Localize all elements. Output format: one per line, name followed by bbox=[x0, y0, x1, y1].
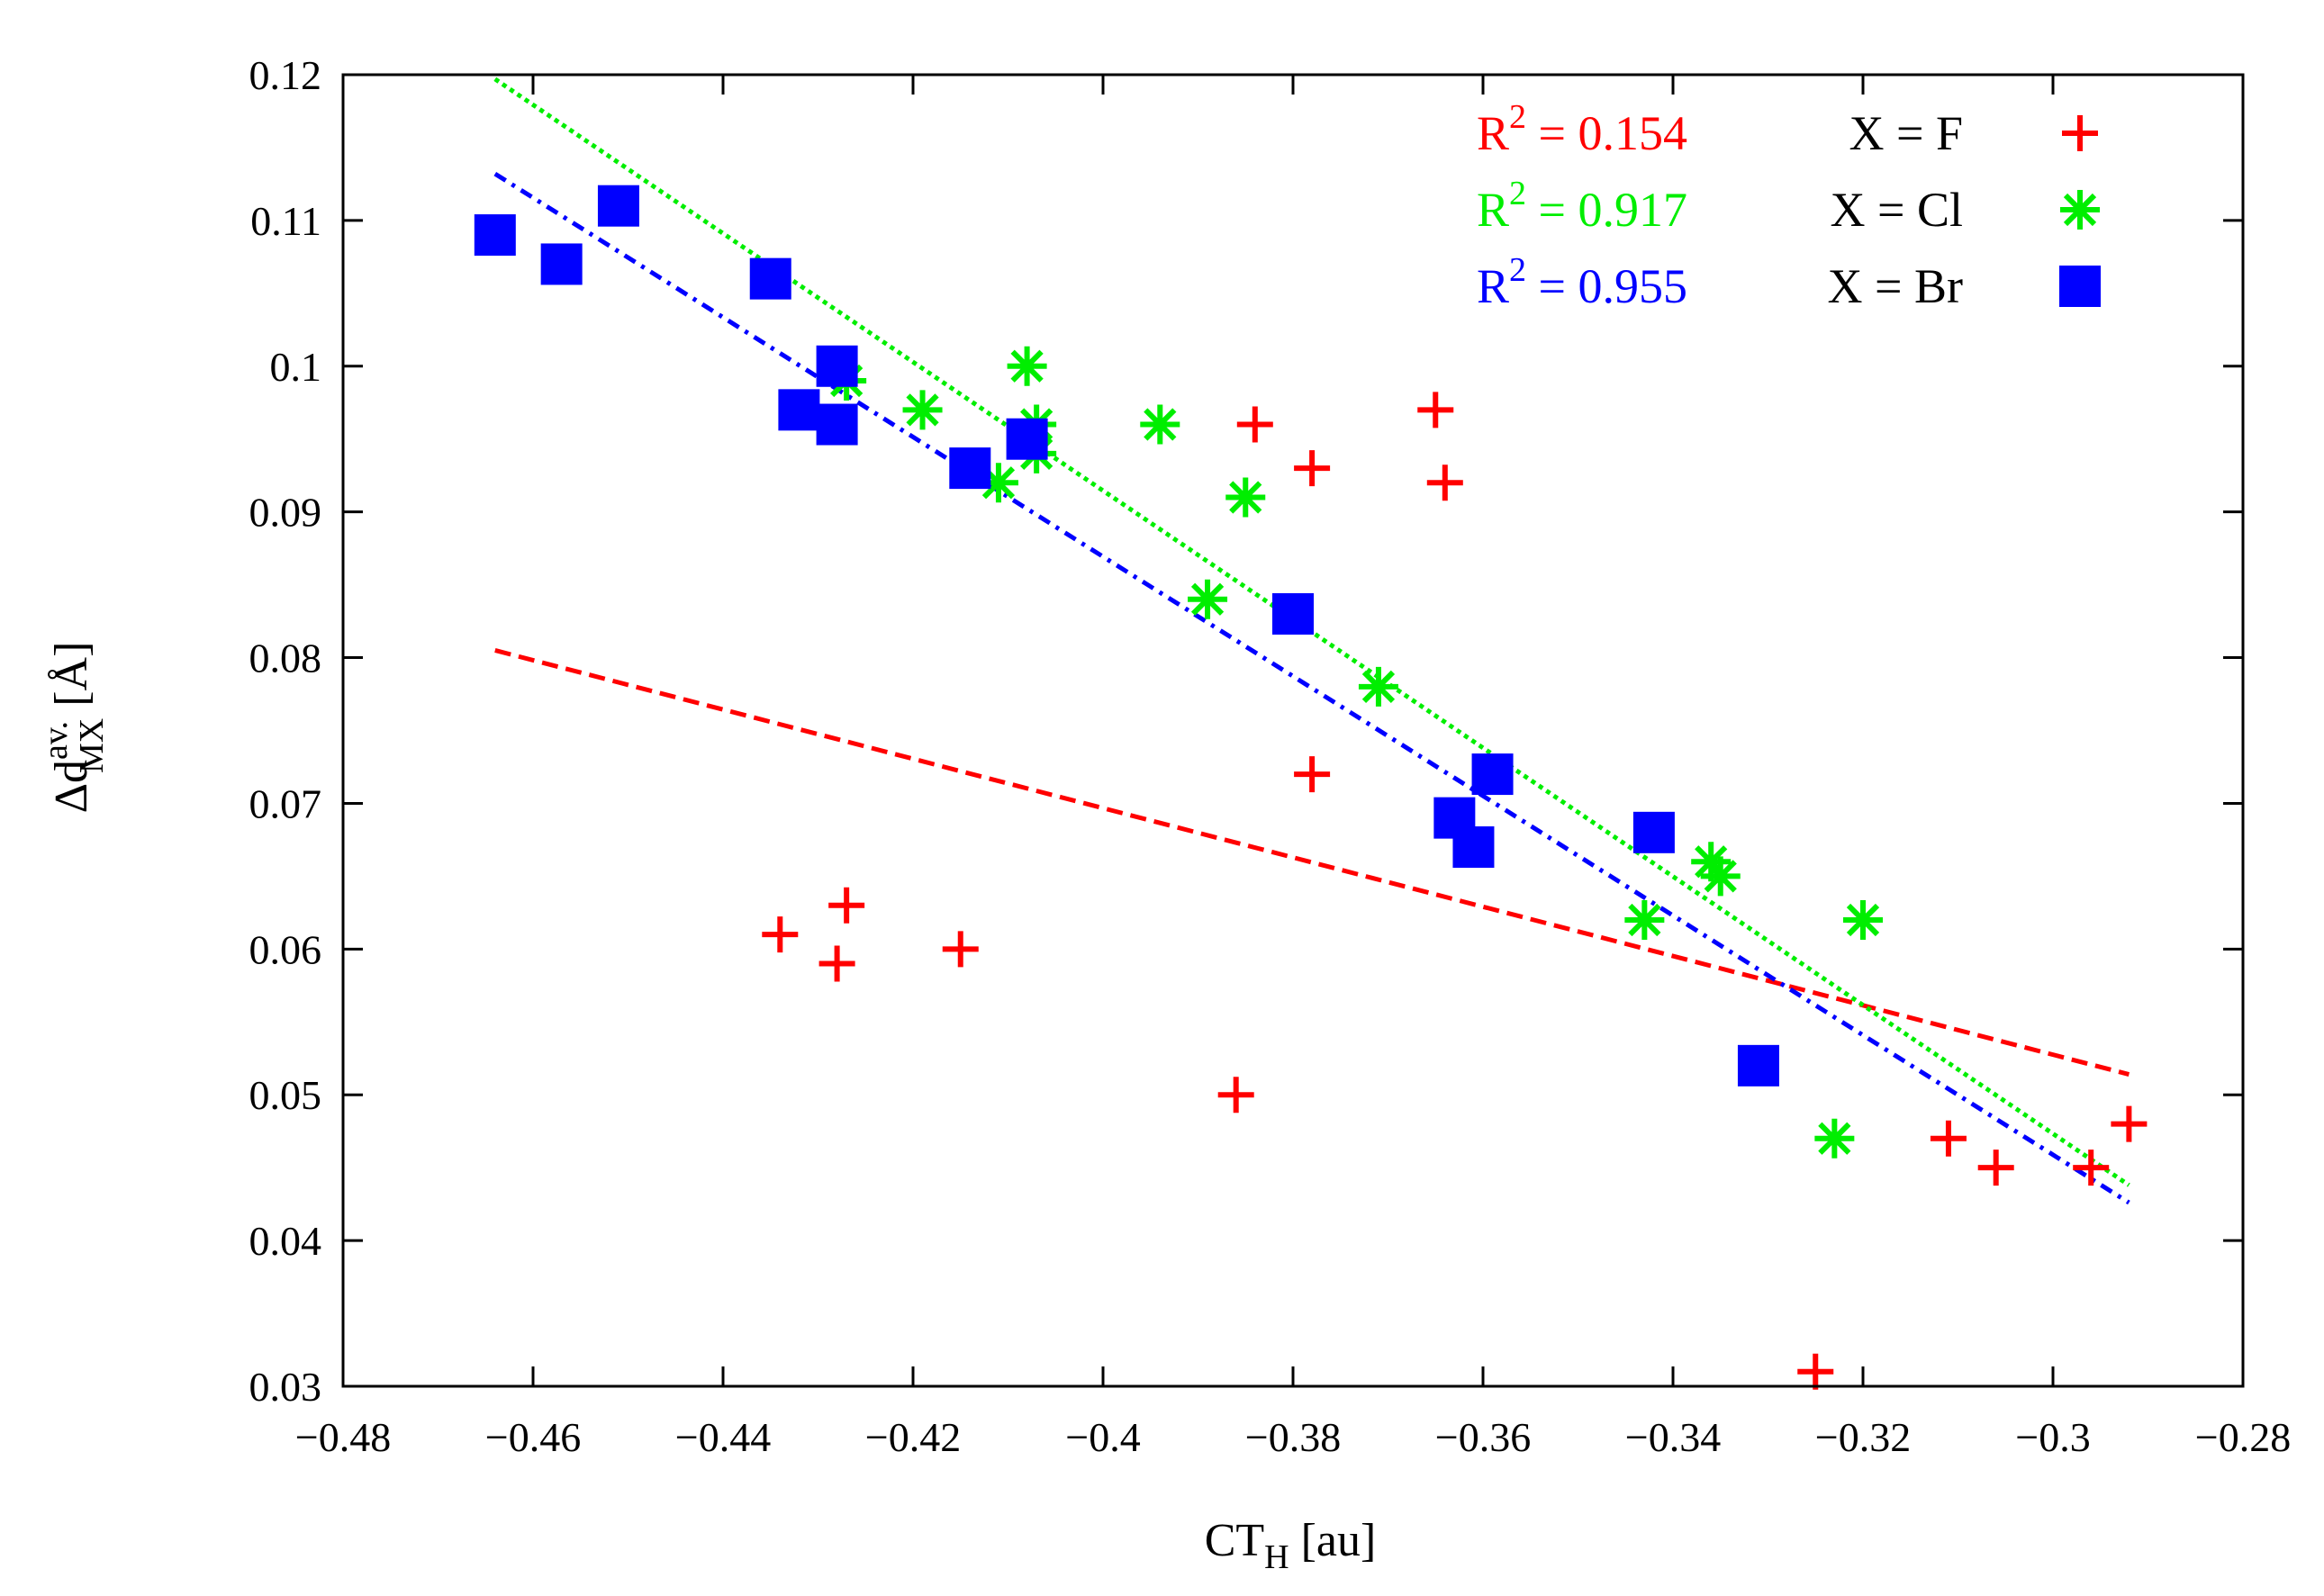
data-point-plus bbox=[762, 916, 799, 953]
data-point-plus bbox=[942, 931, 979, 968]
data-point-plus bbox=[2111, 1105, 2148, 1142]
legend-series-label: X = Cl bbox=[1831, 183, 1963, 237]
y-tick-label: 0.1 bbox=[270, 344, 322, 390]
data-point-star bbox=[1188, 579, 1228, 619]
data-point-star bbox=[1358, 666, 1398, 707]
fit-lines-layer bbox=[493, 77, 2130, 1205]
data-point-square bbox=[540, 243, 583, 285]
x-tick-label: −0.32 bbox=[1815, 1414, 1911, 1460]
data-point-square bbox=[778, 389, 820, 431]
y-tick-label: 0.08 bbox=[249, 636, 322, 681]
data-point-square bbox=[1006, 418, 1048, 460]
data-points-layer bbox=[474, 185, 2148, 1390]
legend-marker-square bbox=[2059, 266, 2101, 307]
data-point-plus bbox=[818, 945, 855, 982]
data-point-square bbox=[1737, 1044, 1779, 1087]
data-point-plus bbox=[1236, 406, 1273, 443]
data-point-star bbox=[978, 463, 1018, 503]
x-tick-label: −0.46 bbox=[485, 1414, 581, 1460]
data-point-plus bbox=[828, 887, 865, 924]
legend: R2 = 0.154 X = F R2 = 0.917 X = Cl R2 = 0.95… bbox=[1477, 98, 2101, 313]
x-tick-label: −0.3 bbox=[2015, 1414, 2090, 1460]
data-point-square bbox=[597, 185, 639, 227]
data-point-square bbox=[1471, 753, 1514, 796]
data-point-plus bbox=[1217, 1077, 1254, 1114]
legend-r2-label: R2 = 0.955 bbox=[1477, 251, 1687, 313]
y-tick-label: 0.12 bbox=[249, 52, 322, 98]
data-point-plus bbox=[1426, 464, 1463, 501]
data-point-plus bbox=[1294, 756, 1331, 793]
legend-series-label: X = Br bbox=[1828, 259, 1963, 313]
data-point-star bbox=[1140, 404, 1180, 445]
data-point-square bbox=[816, 403, 858, 446]
y-tick-label: 0.11 bbox=[250, 198, 321, 244]
y-tick-label: 0.06 bbox=[249, 926, 322, 972]
data-point-star bbox=[902, 390, 943, 430]
data-point-square bbox=[949, 447, 991, 490]
data-point-star bbox=[1814, 1118, 1855, 1159]
x-tick-label: −0.42 bbox=[865, 1414, 961, 1460]
data-point-square bbox=[1632, 811, 1675, 853]
data-point-star bbox=[1700, 856, 1741, 897]
y-tick-label: 0.09 bbox=[249, 490, 322, 536]
data-point-plus bbox=[1930, 1120, 1967, 1157]
x-axis-title: CTH [au] bbox=[1205, 1515, 1377, 1576]
data-point-square bbox=[474, 214, 516, 257]
x-tick-label: −0.44 bbox=[675, 1414, 771, 1460]
x-tick-label: −0.38 bbox=[1245, 1414, 1341, 1460]
x-tick-label: −0.34 bbox=[1625, 1414, 1721, 1460]
data-point-square bbox=[1452, 826, 1495, 869]
data-point-square bbox=[1272, 592, 1314, 635]
data-point-plus bbox=[1417, 392, 1454, 428]
data-point-star bbox=[1691, 842, 1732, 882]
data-point-star bbox=[1624, 899, 1665, 940]
y-tick-label: 0.03 bbox=[249, 1364, 322, 1410]
y-tick-label: 0.04 bbox=[249, 1218, 322, 1264]
data-point-star bbox=[1007, 346, 1047, 386]
fit-line-square bbox=[493, 171, 2130, 1205]
data-point-plus bbox=[1797, 1353, 1834, 1390]
y-axis-title: Δdav.MX [Å] bbox=[37, 642, 111, 814]
legend-series-label: X = F bbox=[1849, 106, 1963, 160]
fit-line-plus bbox=[494, 648, 2130, 1077]
data-point-star bbox=[1843, 899, 1883, 940]
x-tick-label: −0.36 bbox=[1435, 1414, 1531, 1460]
data-point-plus bbox=[1294, 450, 1331, 487]
legend-marker-star bbox=[2060, 190, 2100, 230]
y-tick-label: 0.05 bbox=[249, 1072, 322, 1118]
x-tick-label: −0.28 bbox=[2195, 1414, 2291, 1460]
x-tick-label: −0.4 bbox=[1065, 1414, 1140, 1460]
x-tick-label: −0.48 bbox=[295, 1414, 391, 1460]
data-point-plus bbox=[1977, 1150, 2014, 1186]
ticks-layer: −0.48 −0.46 −0.44 −0.42 −0.4 −0.38 −0.36 −0.34 −… bbox=[249, 52, 2292, 1460]
legend-r2-label: R2 = 0.917 bbox=[1477, 175, 1687, 237]
legend-marker-plus bbox=[2062, 115, 2098, 151]
legend-r2-label: R2 = 0.154 bbox=[1477, 98, 1687, 160]
data-point-star bbox=[1225, 477, 1266, 518]
data-point-plus bbox=[2073, 1150, 2110, 1186]
data-point-square bbox=[816, 345, 858, 387]
y-tick-label: 0.07 bbox=[249, 780, 322, 826]
data-point-square bbox=[749, 257, 791, 300]
